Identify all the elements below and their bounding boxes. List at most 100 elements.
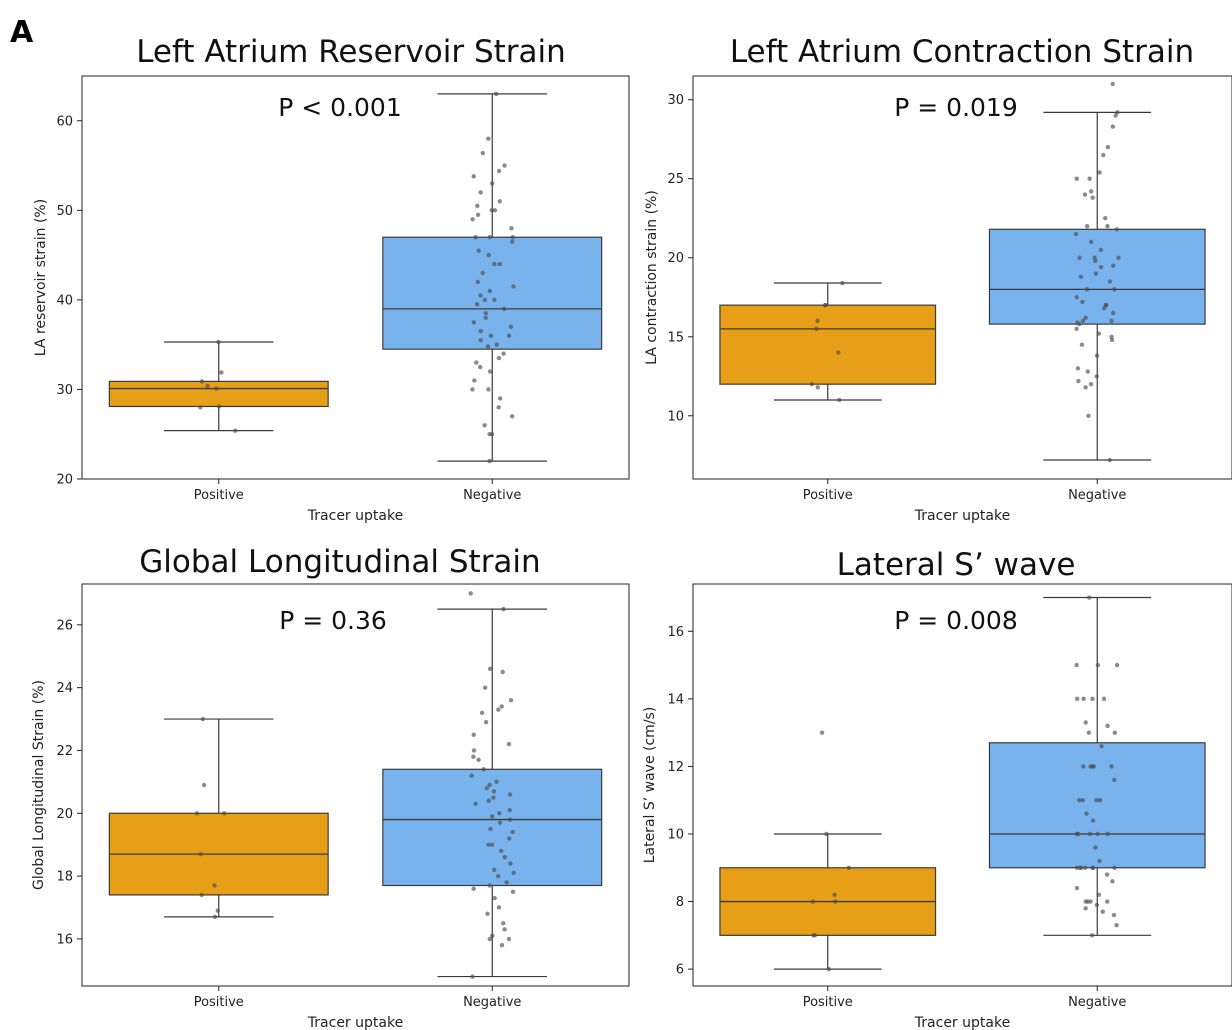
data-point [502,855,508,860]
data-point [483,315,488,320]
data-point [1080,318,1086,324]
y-tick-label: 50 [56,204,73,219]
data-point [205,383,210,389]
x-tick-label: Negative [1068,995,1126,1010]
data-point [478,337,483,343]
x-axis-label: Tracer uptake [307,508,403,524]
data-point [1091,764,1096,769]
data-point [1094,798,1099,803]
y-tick-label: 15 [667,330,684,345]
box-negative [382,91,603,464]
y-tick-label: 8 [676,895,684,910]
y-tick-label: 10 [667,827,684,842]
data-point [492,208,498,213]
data-point [489,432,495,437]
data-point [485,344,491,349]
data-point [507,817,513,822]
data-point [474,360,479,365]
data-point [1096,331,1102,336]
data-point [509,226,514,231]
data-point [1105,223,1110,229]
data-point [219,370,224,375]
data-point [468,591,473,596]
p-value-annotation: P = 0.36 [279,606,387,635]
data-point [824,831,829,837]
data-point [810,899,816,904]
data-point [1076,831,1081,837]
data-point [473,801,478,807]
data-point [499,942,505,948]
data-point [198,405,203,410]
data-point [1114,662,1120,668]
data-point [199,379,205,384]
data-point [1075,696,1080,702]
data-point [486,798,492,803]
data-point [470,974,475,979]
data-point [214,386,219,391]
y-tick-label: 20 [667,251,684,266]
data-point [1105,723,1110,729]
data-point [486,136,491,141]
box-positive [719,280,937,403]
data-point [497,811,502,816]
data-point [496,905,502,910]
data-point [1103,216,1108,221]
data-point [1074,865,1080,870]
data-point [492,261,497,267]
plot-frame [81,583,630,987]
data-point [1095,831,1100,837]
data-point [233,428,238,433]
data-point [508,698,514,703]
data-point [199,892,204,898]
data-point [1076,378,1081,384]
data-point [487,936,492,942]
data-point [499,704,504,709]
data-point [201,782,207,788]
x-axis-label: Tracer uptake [307,1015,403,1030]
data-point [836,350,841,355]
data-point [1101,696,1107,702]
data-point [509,239,515,244]
data-point [469,773,474,778]
data-point [1098,247,1104,253]
data-point [507,807,512,813]
data-point [508,324,514,329]
data-point [1113,113,1118,118]
y-tick-label: 18 [56,870,73,885]
data-point [1098,265,1104,270]
data-point [1087,176,1092,181]
data-point [1093,258,1098,264]
x-tick-label: Positive [803,488,853,503]
data-point [1110,310,1116,316]
p-value-annotation: P = 0.008 [894,606,1018,635]
data-point [496,168,502,174]
box-iqr [108,380,329,408]
y-tick-label: 60 [56,114,73,129]
data-point [1112,287,1117,292]
data-point [1083,906,1088,911]
data-point [475,212,481,218]
data-point [480,150,486,156]
data-point [471,748,477,753]
data-point [1074,176,1079,181]
data-point [1109,337,1115,343]
data-point [1083,720,1088,725]
data-point [478,293,483,298]
data-point [506,741,512,747]
data-point [487,782,492,788]
y-tick-label: 40 [56,293,73,308]
data-point [471,732,476,737]
data-point [840,280,845,286]
data-point [814,326,819,332]
data-point [486,842,491,847]
data-point [487,458,492,464]
data-point [1090,696,1095,702]
data-point [1074,295,1079,300]
data-point [1078,274,1084,279]
data-point [1105,144,1111,150]
data-point [833,899,838,904]
data-point [496,405,501,410]
y-axis-label: Global Longitudinal Strain (%) [31,680,47,890]
data-point [477,364,483,370]
box-iqr [988,742,1206,869]
